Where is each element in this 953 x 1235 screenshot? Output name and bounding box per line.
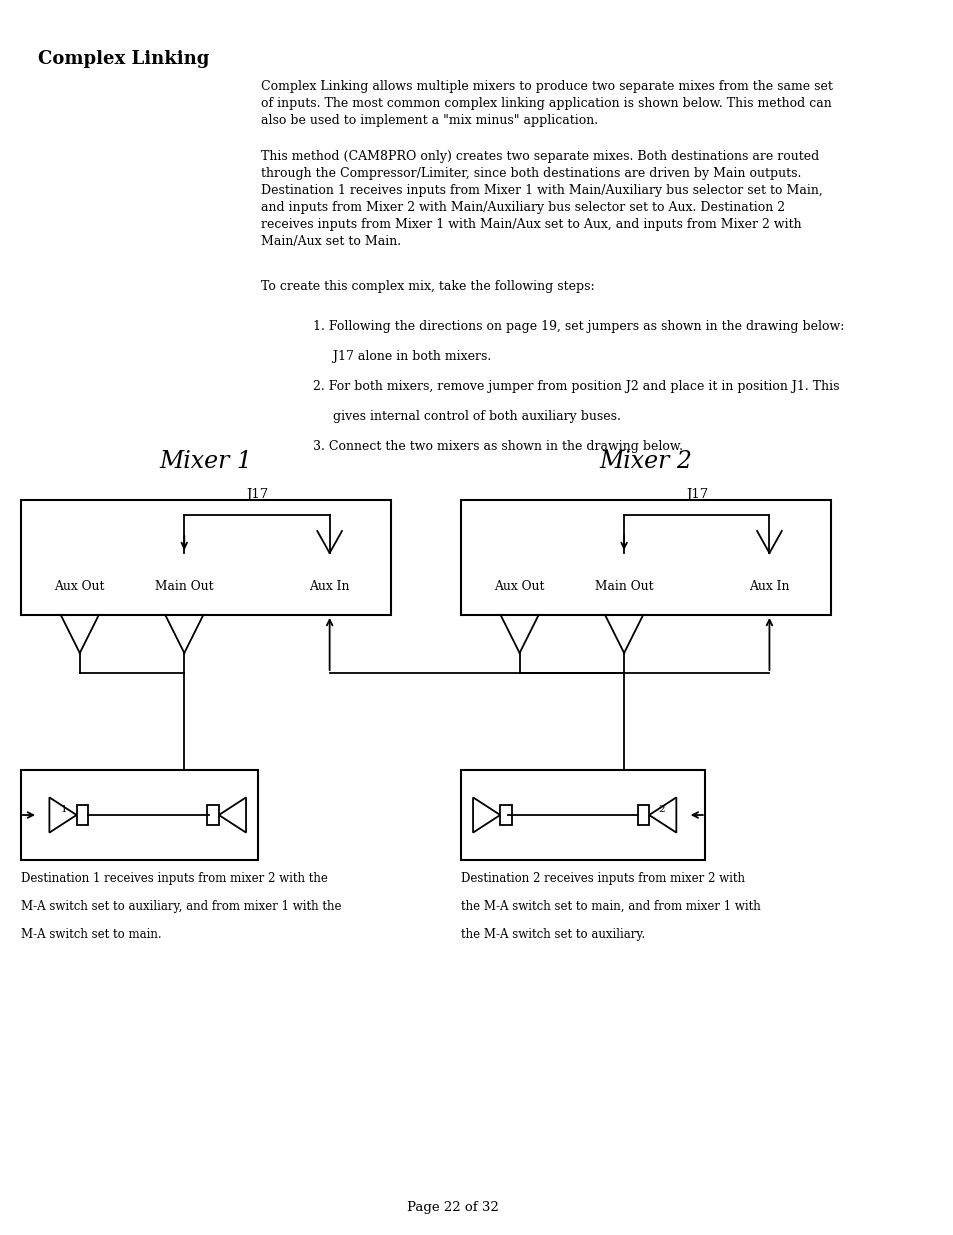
Text: Main Out: Main Out xyxy=(154,580,213,594)
Bar xyxy=(499,805,511,825)
Text: M-A switch set to main.: M-A switch set to main. xyxy=(21,927,161,941)
Text: 1: 1 xyxy=(61,804,68,814)
Bar xyxy=(638,805,648,825)
Text: Aux In: Aux In xyxy=(309,580,350,594)
Text: Complex Linking: Complex Linking xyxy=(38,49,209,68)
Text: J17 alone in both mixers.: J17 alone in both mixers. xyxy=(314,350,491,363)
Text: Page 22 of 32: Page 22 of 32 xyxy=(407,1200,498,1214)
Text: 2: 2 xyxy=(658,804,664,814)
Bar xyxy=(21,500,391,615)
Text: Destination 2 receives inputs from mixer 2 with: Destination 2 receives inputs from mixer… xyxy=(460,872,744,885)
Text: J17: J17 xyxy=(246,488,268,500)
Text: M-A switch set to auxiliary, and from mixer 1 with the: M-A switch set to auxiliary, and from mi… xyxy=(21,900,341,913)
Text: To create this complex mix, take the following steps:: To create this complex mix, take the fol… xyxy=(261,280,595,293)
Bar xyxy=(207,805,218,825)
Bar xyxy=(460,500,830,615)
Bar xyxy=(21,769,258,860)
Text: the M-A switch set to auxiliary.: the M-A switch set to auxiliary. xyxy=(460,927,644,941)
Text: Aux Out: Aux Out xyxy=(494,580,544,594)
Text: Aux Out: Aux Out xyxy=(54,580,105,594)
Text: Main Out: Main Out xyxy=(594,580,653,594)
Text: the M-A switch set to main, and from mixer 1 with: the M-A switch set to main, and from mix… xyxy=(460,900,760,913)
Text: 2. For both mixers, remove jumper from position J2 and place it in position J1. : 2. For both mixers, remove jumper from p… xyxy=(314,380,839,393)
Text: J17: J17 xyxy=(685,488,707,500)
Text: Aux In: Aux In xyxy=(748,580,789,594)
Text: Destination 1 receives inputs from mixer 2 with the: Destination 1 receives inputs from mixer… xyxy=(21,872,328,885)
Text: Mixer 2: Mixer 2 xyxy=(598,451,692,473)
Bar xyxy=(460,769,704,860)
Bar xyxy=(76,805,88,825)
Text: Complex Linking allows multiple mixers to produce two separate mixes from the sa: Complex Linking allows multiple mixers t… xyxy=(261,80,832,127)
Text: This method (CAM8PRO only) creates two separate mixes. Both destinations are rou: This method (CAM8PRO only) creates two s… xyxy=(261,149,822,248)
Text: Mixer 1: Mixer 1 xyxy=(159,451,253,473)
Text: 1. Following the directions on page 19, set jumpers as shown in the drawing belo: 1. Following the directions on page 19, … xyxy=(314,320,844,333)
Text: 3. Connect the two mixers as shown in the drawing below.: 3. Connect the two mixers as shown in th… xyxy=(314,440,682,453)
Text: gives internal control of both auxiliary buses.: gives internal control of both auxiliary… xyxy=(314,410,620,424)
